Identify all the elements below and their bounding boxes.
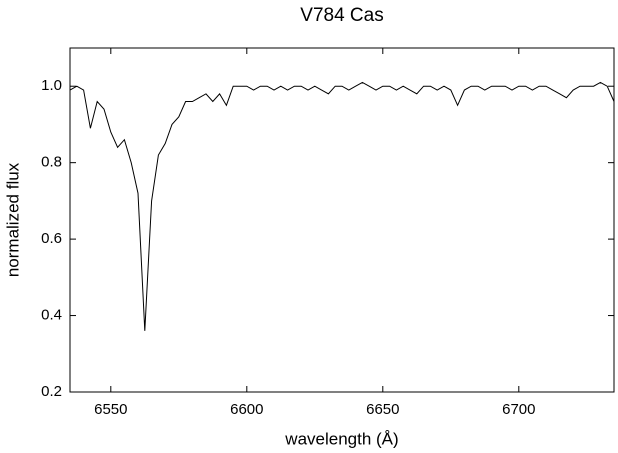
x-tick-label: 6600 [230, 401, 263, 418]
chart-title: V784 Cas [300, 5, 383, 26]
y-tick-label: 0.2 [41, 383, 62, 400]
y-axis-label: normalized flux [3, 162, 22, 277]
y-tick-label: 0.8 [41, 154, 62, 171]
x-tick-label: 6550 [94, 401, 127, 418]
spectrum-line [69, 81, 615, 331]
y-tick-label: 0.4 [41, 307, 62, 324]
x-axis-label: wavelength (Å) [284, 429, 398, 448]
x-tick-label: 6650 [366, 401, 399, 418]
y-tick-label: 0.6 [41, 230, 62, 247]
plot-frame [69, 47, 615, 393]
x-tick-label: 6700 [502, 401, 535, 418]
y-tick-label: 1.0 [41, 77, 62, 94]
